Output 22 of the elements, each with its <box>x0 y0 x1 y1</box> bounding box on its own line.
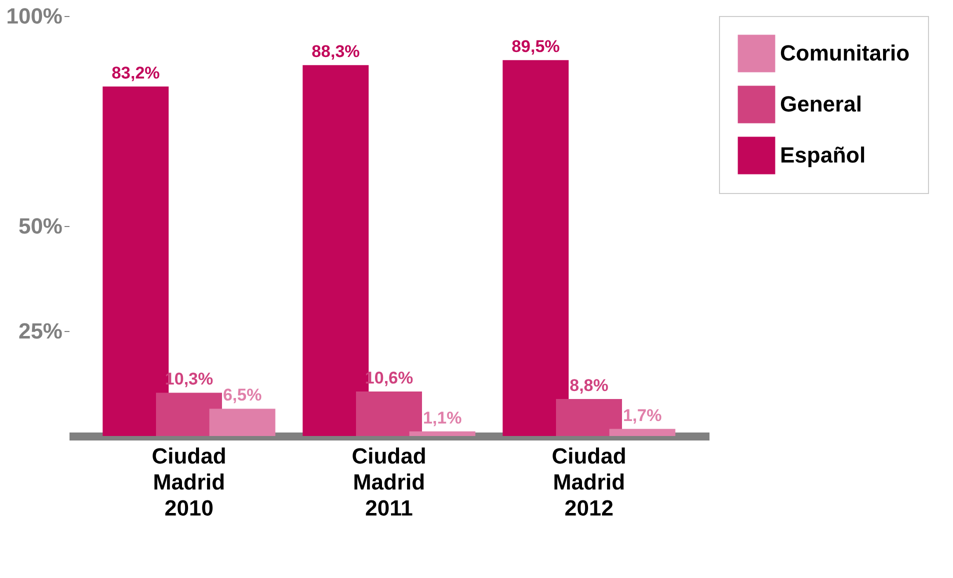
data-label: 1,1% <box>422 408 462 428</box>
y-tick-label: 50% <box>18 214 62 238</box>
bar <box>409 431 476 436</box>
legend-label: General <box>780 92 862 116</box>
bar <box>556 399 622 436</box>
bar <box>209 408 276 436</box>
bar <box>356 391 422 436</box>
data-label: 8,8% <box>570 376 608 396</box>
bar <box>502 60 569 436</box>
legend-label: Comunitario <box>780 40 910 66</box>
bar <box>609 428 676 436</box>
data-label: 88,3% <box>312 42 360 62</box>
data-label: 6,5% <box>222 386 262 405</box>
data-label: 83,2% <box>112 64 160 83</box>
x-tick-label: Ciudad Madrid 2012 <box>552 444 626 520</box>
y-tick-label: 25% <box>18 318 62 344</box>
legend-label: Español <box>780 142 866 168</box>
data-label: 1,7% <box>622 406 662 425</box>
y-tick-label: 100% <box>6 4 62 28</box>
data-label: 89,5% <box>512 37 560 56</box>
x-tick-label: Ciudad Madrid 2010 <box>152 444 226 520</box>
x-tick-label: Ciudad Madrid 2011 <box>352 444 426 520</box>
